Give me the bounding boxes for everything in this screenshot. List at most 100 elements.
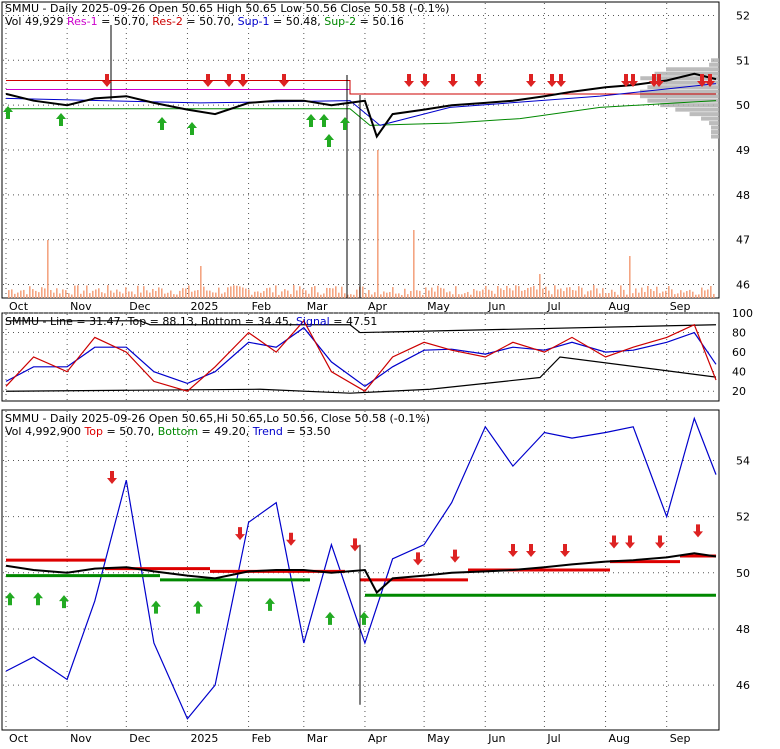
volume-bar: [545, 286, 547, 298]
volume-bar: [398, 293, 400, 298]
volume-bar: [497, 286, 499, 298]
profile-bar: [701, 116, 719, 121]
volume-bar: [161, 288, 163, 298]
volume-bar: [512, 290, 514, 298]
volume-bar: [449, 291, 451, 298]
volume-bar: [8, 290, 10, 298]
sup2-line: [6, 100, 717, 126]
profile-bar: [654, 71, 719, 76]
volume-bar: [638, 292, 640, 298]
volume-bar: [494, 293, 496, 298]
sell-arrow: [526, 543, 536, 557]
volume-bar: [482, 289, 484, 298]
buy-arrow: [265, 597, 275, 611]
volume-bar: [122, 293, 124, 298]
volume-bar: [623, 289, 625, 298]
volume-bar: [467, 291, 469, 298]
volume-bar: [32, 289, 34, 298]
volume-bar: [680, 290, 682, 298]
sell-arrow: [474, 74, 484, 87]
volume-bar: [368, 290, 370, 298]
volume-bar: [287, 290, 289, 298]
volume-bar: [242, 287, 244, 298]
y-tick-label: 80: [732, 327, 746, 340]
sell-arrow: [508, 543, 518, 557]
volume-bar: [230, 286, 232, 298]
volume-bar: [194, 290, 196, 298]
profile-bar: [711, 134, 719, 139]
stoch-signal: [5, 326, 717, 388]
profile-bar: [711, 125, 719, 130]
volume-bar: [515, 285, 517, 298]
volume-bar: [62, 289, 64, 298]
volume-bar: [572, 289, 574, 298]
volume-bar: [44, 288, 46, 298]
volume-bar: [311, 287, 313, 298]
volume-bar: [461, 294, 463, 298]
volume-bar: [212, 292, 214, 298]
profile-bar: [675, 107, 719, 112]
price-line: [5, 72, 717, 139]
volume-bar: [491, 290, 493, 298]
profile-bar: [709, 62, 719, 67]
volume-bar: [281, 291, 283, 298]
volume-bar: [473, 288, 475, 298]
profile-bar: [666, 67, 719, 72]
sell-arrow: [625, 535, 635, 549]
buy-arrow: [319, 114, 329, 127]
volume-bar: [458, 294, 460, 298]
x-tick-label: Jun: [487, 300, 505, 313]
x-tick-label: Apr: [368, 732, 388, 745]
volume-bar: [347, 294, 349, 298]
volume-bar: [41, 287, 43, 298]
top-band: [6, 320, 717, 334]
volume-bar: [38, 292, 40, 298]
volume-bar: [239, 286, 241, 298]
volume-bar: [167, 292, 169, 298]
sell-arrow: [102, 74, 112, 87]
volume-bar: [209, 290, 211, 298]
volume-bar: [107, 285, 109, 298]
sell-arrow: [238, 74, 248, 87]
volume-bar: [179, 290, 181, 298]
volume-bar: [71, 294, 73, 298]
volume-bar: [485, 285, 487, 298]
panel2-header: SMMU - Line = 31.47, Top = 88.13, Bottom…: [5, 315, 377, 328]
x-tick-label: Oct: [9, 732, 29, 745]
y-tick-label: 46: [736, 679, 750, 692]
y-tick-label: 48: [736, 623, 750, 636]
volume-bar: [455, 286, 457, 298]
volume-bar: [443, 288, 445, 298]
volume-bar: [188, 285, 190, 298]
buy-arrow: [306, 114, 316, 127]
x-tick-label: Sep: [670, 732, 691, 745]
volume-bar: [221, 293, 223, 298]
panel3-header: SMMU - Daily 2025-09-26 Open 50.65,Hi 50…: [5, 412, 430, 425]
volume-bar: [425, 287, 427, 298]
volume-bar: [698, 294, 700, 298]
x-tick-label: Dec: [129, 300, 150, 313]
signal-arrows: [3, 74, 715, 625]
volume-bar: [650, 289, 652, 298]
volume-bar: [590, 290, 592, 298]
volume-bar: [272, 292, 274, 298]
volume-bar: [254, 291, 256, 298]
volume-bar: [509, 288, 511, 298]
x-tick-label: 2025: [190, 732, 218, 745]
volume-bar: [74, 285, 76, 298]
profile-bar: [647, 98, 719, 103]
sell-arrow: [560, 543, 570, 557]
buy-arrow: [59, 595, 69, 609]
volume-bar: [602, 288, 604, 298]
volume-bar: [23, 289, 25, 298]
volume-bar: [59, 293, 61, 298]
volume-bar: [335, 286, 337, 298]
volume-bar: [197, 290, 199, 298]
volume-bar: [533, 285, 535, 298]
sell-arrow: [547, 74, 557, 87]
volume-bar: [575, 290, 577, 298]
volume-bar: [101, 292, 103, 298]
volume-bar: [95, 289, 97, 298]
volume-bar: [98, 288, 100, 298]
panel1-levels: Vol 49,929 Res-1 = 50.70, Res-2 = 50.70,…: [5, 15, 404, 28]
